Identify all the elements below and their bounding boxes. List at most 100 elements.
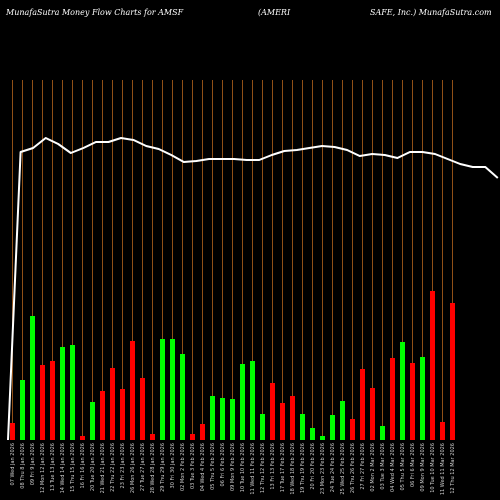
price-line: [7, 137, 499, 441]
money-flow-bars: [10, 291, 455, 440]
x-tick-label: 18 Wed 18 Feb 2026: [290, 443, 296, 495]
x-tick-label: 29 Thu 29 Jan 2026: [160, 443, 166, 492]
money-flow-bar: [290, 396, 295, 440]
money-flow-bar: [170, 339, 175, 440]
money-flow-bar: [20, 380, 25, 440]
money-flow-bar: [270, 383, 275, 440]
money-flow-bar: [370, 388, 375, 440]
x-tick-label: 04 Wed 4 Feb 2026: [200, 443, 206, 491]
money-flow-bar: [220, 398, 225, 440]
x-tick-label: 10 Tue 10 Feb 2026: [240, 443, 246, 492]
x-tick-label: 21 Wed 21 Jan 2026: [100, 443, 106, 493]
money-flow-bar: [450, 303, 455, 440]
header-title: MunafaSutra Money Flow Charts for AMSF: [6, 8, 184, 17]
x-axis-ticks: 07 Wed Jan 2026 08 Thu 8 Jan 2026 09 Fri 9…: [10, 443, 456, 495]
money-flow-bar: [400, 342, 405, 440]
x-tick-label: 25 Wed 25 Feb 2026: [340, 443, 346, 495]
money-flow-bar: [420, 357, 425, 440]
x-tick-label: 02 Mon 2 Mar 2026: [370, 443, 376, 492]
money-flow-bar: [190, 434, 195, 440]
x-tick-label: 17 Tue 17 Feb 2026: [280, 443, 286, 492]
x-tick-label: 03 Tue 3 Feb 2026: [190, 443, 196, 489]
x-tick-label: 13 Tue 13 Jan 2026: [50, 443, 56, 491]
x-tick-label: 23 Fri 23 Jan 2026: [120, 443, 126, 488]
money-flow-bar: [230, 399, 235, 440]
money-flow-bar: [160, 339, 165, 440]
x-tick-label: 09 Mon 9 Mar 2026: [420, 443, 426, 492]
money-flow-bar: [10, 423, 15, 440]
money-flow-bar: [120, 389, 125, 440]
money-flow-bar: [200, 424, 205, 440]
x-tick-label: 11 Wed 11 Mar 2026: [440, 443, 446, 495]
x-tick-label: 04 Wed 4 Mar 2026: [390, 443, 396, 492]
money-flow-bar: [180, 354, 185, 440]
money-flow-bar: [90, 402, 95, 440]
money-flow-bar: [60, 347, 65, 440]
x-tick-label: 08 Thu 8 Jan 2026: [20, 443, 26, 489]
x-tick-label: 11 Wed 11 Feb 2026: [250, 443, 256, 495]
x-tick-label: 28 Wed 28 Jan 2026: [150, 443, 156, 493]
x-tick-label: 22 Thu 22 Jan 2026: [110, 443, 116, 492]
x-tick-label: 09 Fri 9 Jan 2026: [30, 443, 36, 485]
money-flow-bar: [340, 401, 345, 440]
money-flow-bar: [240, 364, 245, 440]
x-tick-label: 30 Fri 30 Jan 2026: [170, 443, 176, 488]
x-tick-label: 03 Tue 3 Mar 2026: [380, 443, 386, 490]
money-flow-bar: [250, 361, 255, 440]
money-flow-bar: [100, 391, 105, 440]
x-tick-label: 06 Fri 6 Feb 2026: [220, 443, 226, 486]
money-flow-bar: [40, 365, 45, 440]
x-tick-label: 15 Thu 15 Jan 2026: [70, 443, 76, 492]
x-tick-label: 26 Thu 26 Feb 2026: [350, 443, 356, 493]
gridlines: [12, 80, 453, 440]
x-tick-label: 26 Mon 26 Jan 2026: [130, 443, 136, 493]
x-tick-label: 27 Tue 27 Jan 2026: [140, 443, 146, 491]
money-flow-bar: [150, 434, 155, 440]
money-flow-bar: [360, 369, 365, 440]
price-line-group: [7, 137, 499, 441]
x-tick-label: 24 Tue 24 Feb 2026: [330, 443, 336, 492]
money-flow-bar: [70, 345, 75, 440]
x-tick-label: 02 Mon 2 Feb 2026: [180, 443, 186, 491]
money-flow-bar: [110, 368, 115, 440]
money-flow-bar: [380, 426, 385, 440]
x-tick-label: 20 Tue 20 Jan 2026: [90, 443, 96, 491]
x-tick-label: 20 Fri 20 Feb 2026: [310, 443, 316, 490]
x-tick-label: 12 Mon 12 Jan 2026: [40, 443, 46, 493]
money-flow-bar: [430, 291, 435, 440]
money-flow-bar: [140, 378, 145, 440]
header-company-part2: SAFE, Inc.) MunafaSutra.com: [370, 8, 492, 17]
x-tick-label: 07 Wed Jan 2026: [10, 443, 16, 485]
money-flow-bar: [30, 316, 35, 440]
money-flow-bar: [300, 414, 305, 440]
x-tick-label: 09 Mon 9 Feb 2026: [230, 443, 236, 491]
header-company-part1: (AMERI: [258, 8, 291, 17]
x-tick-label: 14 Wed 14 Jan 2026: [60, 443, 66, 493]
x-tick-label: 10 Tue 10 Mar 2026: [430, 443, 436, 493]
money-flow-bar: [410, 363, 415, 440]
x-tick-label: 06 Fri 6 Mar 2026: [410, 443, 416, 487]
money-flow-bar: [390, 358, 395, 440]
money-flow-bar: [280, 403, 285, 440]
x-tick-label: 19 Thu 19 Feb 2026: [300, 443, 306, 493]
money-flow-bar: [80, 436, 85, 440]
x-tick-label: 16 Fri 16 Jan 2026: [80, 443, 86, 488]
money-flow-bar: [130, 341, 135, 440]
money-flow-bar: [210, 396, 215, 440]
x-tick-label: 23 Mon 23 Feb 2026: [320, 443, 326, 494]
money-flow-bar: [350, 419, 355, 440]
money-flow-bar: [310, 428, 315, 440]
x-tick-label: 05 Thu 5 Mar 2026: [400, 443, 406, 490]
money-flow-bar: [330, 415, 335, 440]
x-tick-label: 12 Thu 12 Mar 2026: [450, 443, 456, 494]
money-flow-bar: [320, 436, 325, 440]
money-flow-bar: [260, 414, 265, 440]
x-tick-label: 12 Thu 12 Feb 2026: [260, 443, 266, 493]
money-flow-bar: [50, 361, 55, 440]
x-tick-label: 05 Thu 5 Feb 2026: [210, 443, 216, 490]
x-tick-label: 27 Fri 27 Feb 2026: [360, 443, 366, 490]
x-tick-label: 13 Fri 13 Feb 2026: [270, 443, 276, 490]
money-flow-bar: [440, 422, 445, 440]
